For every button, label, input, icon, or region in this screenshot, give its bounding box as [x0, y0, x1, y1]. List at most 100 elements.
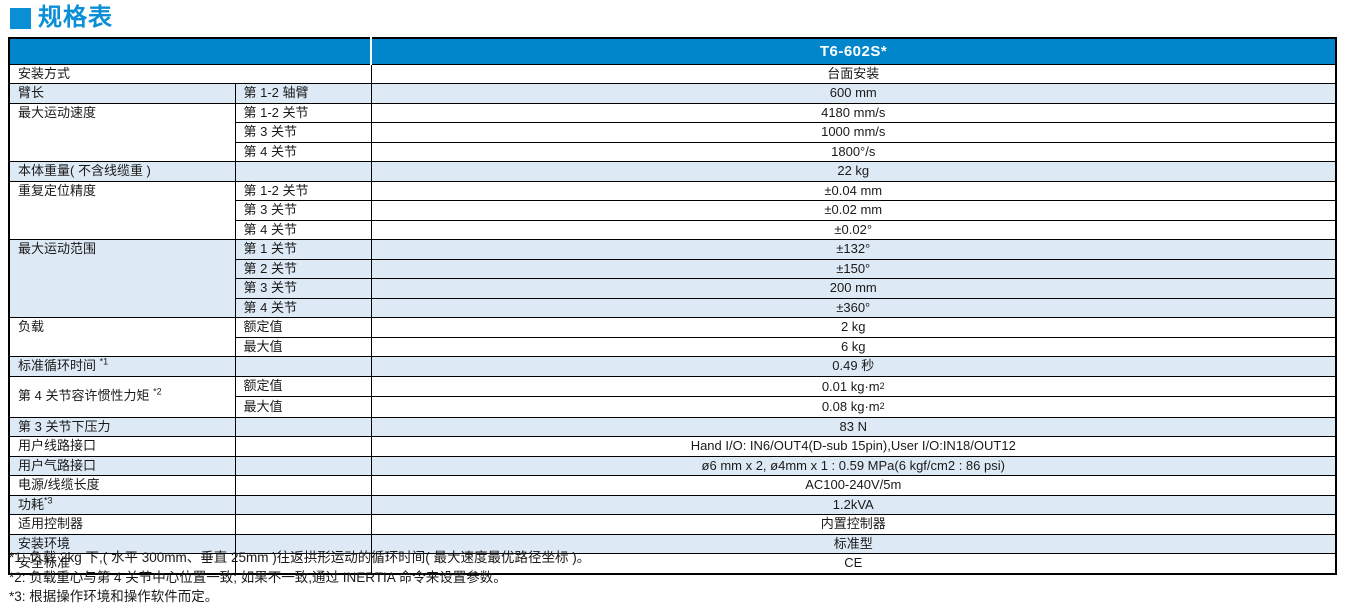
footnote-marker: *3	[44, 495, 53, 506]
spec-value: 0.01 kg·m2	[370, 375, 1337, 397]
spec-sub-label: 第 4 关节	[234, 297, 372, 318]
spec-value: AC100-240V/5m	[370, 475, 1337, 496]
spec-sub-label: 额定值	[234, 375, 372, 397]
spec-value: 0.49 秒	[370, 356, 1337, 377]
spec-sub-label: 额定值	[234, 317, 372, 338]
table-row: 最大运动范围 第 1 关节 ±132°	[8, 239, 1337, 318]
table-row: 用户线路接口 Hand I/O: IN6/OUT4(D-sub 15pin),U…	[8, 436, 1337, 457]
spec-label: 安装方式	[8, 63, 372, 84]
model-header: T6-602S*	[371, 38, 1337, 65]
table-row: 电源/线缆长度 AC100-240V/5m	[8, 475, 1337, 496]
spec-sub-label	[234, 455, 372, 476]
spec-sub-label	[234, 436, 372, 457]
spec-sub-label	[234, 356, 372, 377]
table-row: 功耗*3 1.2kVA	[8, 494, 1337, 515]
page-title: 规格表	[38, 4, 113, 31]
spec-sub-label	[234, 161, 372, 182]
spec-label: 第 4 关节容许惯性力矩 *2	[8, 375, 236, 418]
footnotes: *1: 负载 2kg 下,( 水平 300mm、垂直 25mm )往返拱形运动的…	[9, 548, 590, 607]
spec-value: CE	[370, 553, 1337, 574]
footnote-1: *1: 负载 2kg 下,( 水平 300mm、垂直 25mm )往返拱形运动的…	[9, 550, 591, 565]
spec-sub-label: 第 4 关节	[234, 141, 372, 162]
spec-value: ø6 mm x 2, ø4mm x 1 : 0.59 MPa(6 kgf/cm2…	[370, 455, 1337, 476]
table-header-row: T6-602S*	[9, 38, 1337, 65]
table-row: 臂长 第 1-2 轴臂 600 mm	[8, 83, 1337, 104]
spec-label: 电源/线缆长度	[8, 475, 236, 496]
spec-label: 最大运动范围	[8, 239, 236, 318]
spec-label: 第 3 关节下压力	[8, 416, 236, 437]
spec-value: ±360°	[370, 297, 1337, 318]
table-row: 第 4 关节 ±360°	[9, 297, 1337, 318]
spec-label: 安装环境	[8, 533, 236, 554]
spec-sub-label	[234, 416, 372, 437]
spec-sub-label	[234, 475, 372, 496]
footnote-3: *3: 根据操作环境和操作软件而定。	[9, 589, 219, 604]
spec-value: 0.08 kg·m2	[370, 396, 1337, 418]
footnote-marker: *1	[99, 356, 109, 367]
table-row: 用户气路接口 ø6 mm x 2, ø4mm x 1 : 0.59 MPa(6 …	[8, 455, 1337, 476]
spec-value: 内置控制器	[370, 514, 1337, 535]
spec-value: 22 kg	[370, 161, 1337, 182]
spec-value: Hand I/O: IN6/OUT4(D-sub 15pin),User I/O…	[370, 436, 1337, 457]
spec-table: T6-602S* 安装方式 台面安装 臂长 第 1-2 轴臂 600 mm 最大…	[8, 37, 1337, 575]
spec-value: 1800°/s	[370, 141, 1337, 162]
spec-sub-label: 最大值	[234, 336, 372, 357]
spec-label: 标准循环时间 *1	[8, 356, 236, 377]
table-row: 最大运动速度 第 1-2 关节 4180 mm/s	[8, 102, 1337, 162]
table-row: 第 3 关节 200 mm	[9, 278, 1337, 299]
spec-label: 适用控制器	[8, 514, 236, 535]
table-row: 重复定位精度 第 1-2 关节 ±0.04 mm	[8, 180, 1337, 240]
spec-value: ±0.02 mm	[370, 200, 1337, 221]
spec-value: 6 kg	[370, 336, 1337, 357]
table-row: 本体重量( 不含线缆重 ) 22 kg	[8, 161, 1337, 182]
spec-value: 1000 mm/s	[370, 122, 1337, 143]
spec-value: 台面安装	[370, 63, 1337, 84]
spec-sub-label: 第 2 关节	[234, 258, 372, 279]
table-row: 第 3 关节下压力 83 N	[8, 416, 1337, 437]
table-row: 安装方式 台面安装	[8, 63, 1337, 84]
table-row: 安全标准 CE	[8, 553, 1337, 574]
table-row: 标准循环时间 *1 0.49 秒	[8, 356, 1337, 377]
table-row: 第 4 关节 1800°/s	[9, 141, 1337, 162]
spec-sub-label: 第 1 关节	[234, 239, 372, 260]
table-row: 最大值 0.08 kg·m2	[9, 396, 1337, 418]
spec-sub-label: 第 1-2 轴臂	[234, 83, 372, 104]
spec-label: 负载	[8, 317, 236, 357]
spec-value: 83 N	[370, 416, 1337, 437]
spec-sub-label: 第 1-2 关节	[234, 102, 372, 123]
spec-value: 4180 mm/s	[370, 102, 1337, 123]
table-row: 第 4 关节容许惯性力矩 *2 额定值 0.01 kg·m2	[8, 375, 1337, 418]
spec-sub-label: 第 1-2 关节	[234, 180, 372, 201]
spec-sub-label: 第 3 关节	[234, 278, 372, 299]
footnote-2: *2: 负载重心与第 4 关节中心位置一致; 如果不一致,通过 INERTIA …	[9, 569, 507, 585]
spec-value: 200 mm	[370, 278, 1337, 299]
spec-value: 标准型	[370, 533, 1337, 554]
spec-value: ±132°	[370, 239, 1337, 260]
spec-value: 2 kg	[370, 317, 1337, 338]
table-row: 最大值 6 kg	[9, 336, 1337, 357]
table-row: 负载 额定值 2 kg	[8, 317, 1337, 357]
spec-sub-label: 第 4 关节	[234, 219, 372, 240]
spec-sub-label: 第 3 关节	[234, 122, 372, 143]
header-spacer-cell	[9, 38, 372, 65]
spec-value: 600 mm	[370, 83, 1337, 104]
table-row: 适用控制器 内置控制器	[8, 514, 1337, 535]
spec-label: 本体重量( 不含线缆重 )	[8, 161, 236, 182]
spec-label: 安全标准	[8, 553, 236, 574]
spec-label: 重复定位精度	[8, 180, 236, 240]
spec-value: ±0.04 mm	[370, 180, 1337, 201]
spec-value: ±0.02°	[370, 219, 1337, 240]
spec-sub-label: 第 3 关节	[234, 200, 372, 221]
spec-label: 用户线路接口	[8, 436, 236, 457]
spec-sub-label	[234, 494, 372, 515]
spec-sub-label: 最大值	[234, 396, 372, 418]
title-square-icon	[10, 7, 31, 29]
section-title: 规格表	[10, 3, 113, 33]
footnote-marker: *2	[153, 387, 162, 398]
spec-label: 最大运动速度	[8, 102, 236, 162]
spec-label: 功耗*3	[8, 494, 236, 515]
table-row: 第 2 关节 ±150°	[9, 258, 1337, 279]
spec-sub-label	[234, 514, 372, 535]
spec-label: 用户气路接口	[8, 455, 236, 476]
spec-label: 臂长	[8, 83, 236, 104]
